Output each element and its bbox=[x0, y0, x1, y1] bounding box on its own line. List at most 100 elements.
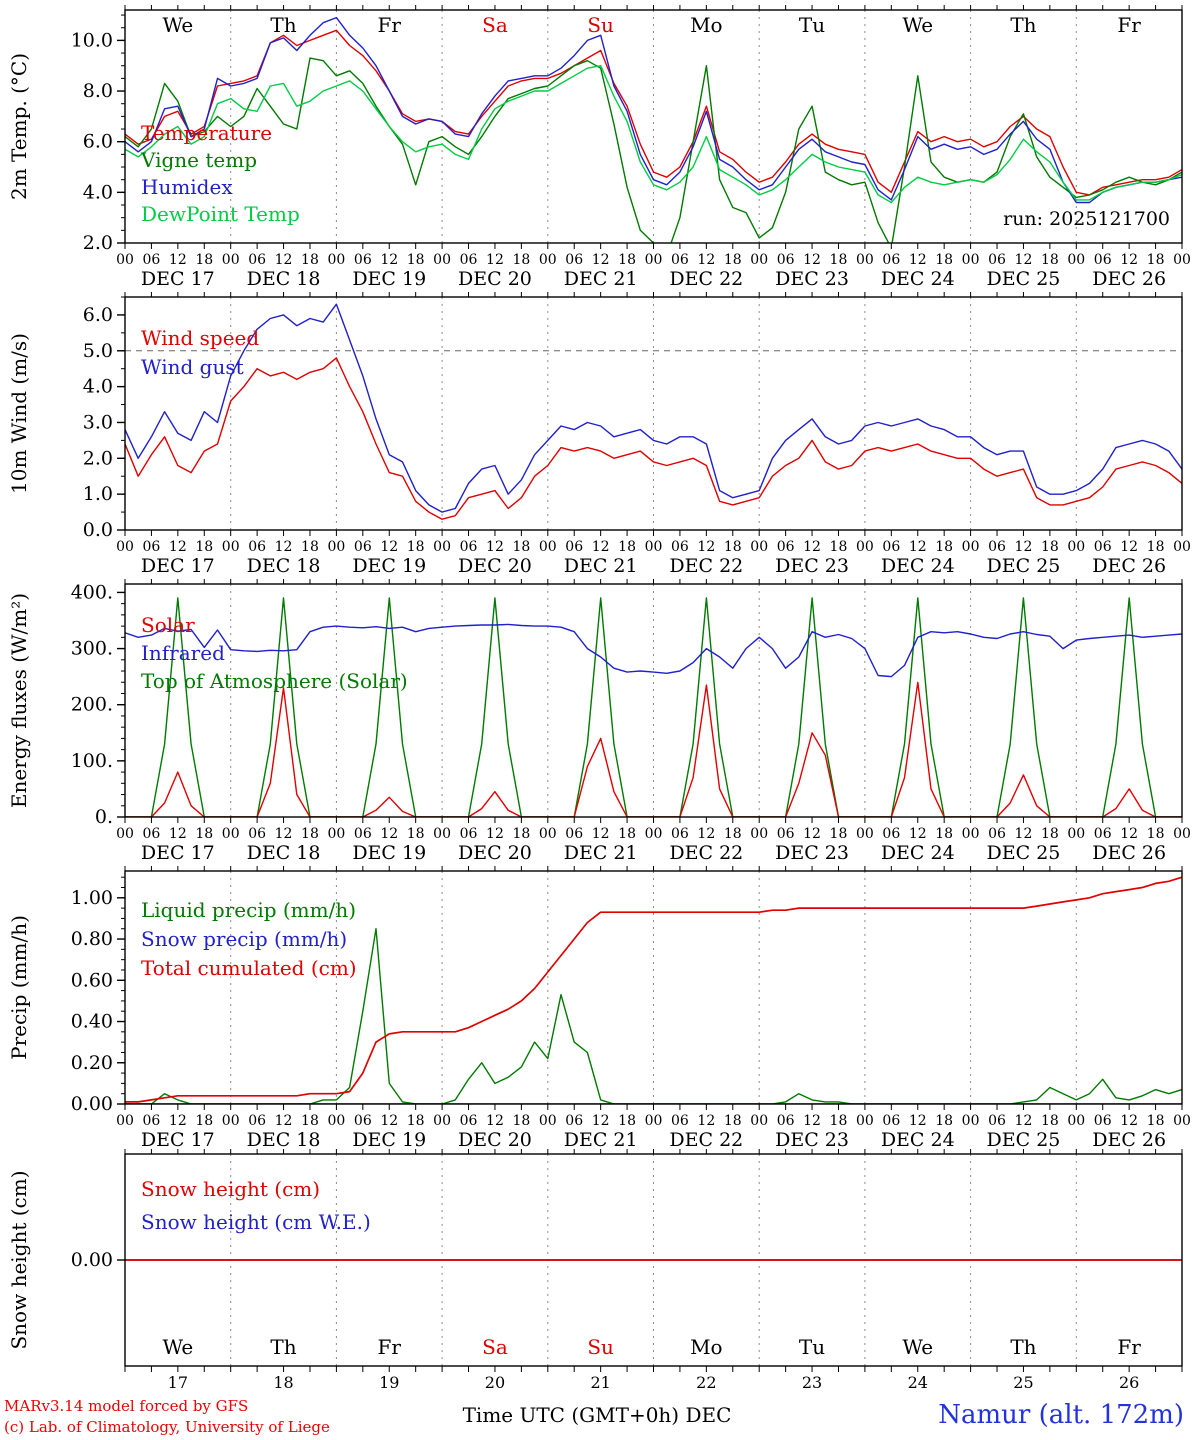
svg-text:18: 18 bbox=[935, 1113, 953, 1129]
svg-text:Wind gust: Wind gust bbox=[141, 355, 244, 379]
svg-text:DEC 19: DEC 19 bbox=[352, 555, 426, 574]
svg-text:18: 18 bbox=[1147, 826, 1165, 842]
svg-text:0.0: 0.0 bbox=[83, 519, 113, 541]
svg-text:DEC 20: DEC 20 bbox=[458, 555, 532, 574]
svg-text:We: We bbox=[162, 13, 193, 37]
svg-text:06: 06 bbox=[565, 1113, 583, 1129]
svg-text:06: 06 bbox=[565, 826, 583, 842]
svg-text:12: 12 bbox=[697, 539, 715, 555]
svg-text:DEC 17: DEC 17 bbox=[141, 842, 215, 861]
svg-text:00: 00 bbox=[1173, 1113, 1191, 1129]
svg-text:06: 06 bbox=[460, 539, 478, 555]
svg-text:00: 00 bbox=[750, 539, 768, 555]
svg-text:18: 18 bbox=[1041, 252, 1059, 268]
svg-text:24: 24 bbox=[908, 1373, 928, 1392]
svg-text:12: 12 bbox=[592, 826, 610, 842]
svg-text:00: 00 bbox=[962, 826, 980, 842]
svg-text:00: 00 bbox=[962, 1113, 980, 1129]
svg-text:Top of Atmosphere (Solar): Top of Atmosphere (Solar) bbox=[141, 669, 408, 693]
svg-text:Tu: Tu bbox=[799, 13, 825, 37]
svg-text:06: 06 bbox=[143, 1113, 161, 1129]
svg-text:06: 06 bbox=[460, 252, 478, 268]
svg-text:00: 00 bbox=[645, 252, 663, 268]
svg-text:00: 00 bbox=[539, 1113, 557, 1129]
svg-text:DEC 17: DEC 17 bbox=[141, 268, 215, 287]
svg-text:We: We bbox=[902, 1335, 933, 1359]
svg-text:DEC 22: DEC 22 bbox=[669, 1129, 743, 1148]
svg-text:00: 00 bbox=[750, 1113, 768, 1129]
svg-text:Th: Th bbox=[1010, 13, 1036, 37]
svg-text:12: 12 bbox=[697, 252, 715, 268]
panel-precip: 0.00 0.20 0.40 0.60 0.80 1.00 00 06 12 18 00 06 12 18… bbox=[7, 866, 1191, 1148]
meteogram-chart: 2.0 4.0 6.0 8.0 10.0 00 06 12 18 00 06 12 18 00 06 12 18… bbox=[7, 5, 1191, 1392]
credits: MARv3.14 model forced by GFS (c) Lab. of… bbox=[4, 1396, 330, 1438]
svg-text:00: 00 bbox=[1067, 1113, 1085, 1129]
svg-text:12: 12 bbox=[1015, 539, 1033, 555]
svg-text:DEC 24: DEC 24 bbox=[881, 555, 955, 574]
svg-text:18: 18 bbox=[512, 1113, 530, 1129]
panel-snow-height: 0.00 17 18 19 20 21 22 23 24 25 26 We Th Fr Sa Su Mo Tu We… bbox=[7, 1149, 1183, 1392]
svg-text:12: 12 bbox=[1015, 252, 1033, 268]
svg-text:18: 18 bbox=[512, 539, 530, 555]
svg-text:18: 18 bbox=[724, 1113, 742, 1129]
svg-text:06: 06 bbox=[460, 826, 478, 842]
svg-text:18: 18 bbox=[301, 826, 319, 842]
svg-text:12: 12 bbox=[380, 539, 398, 555]
svg-text:06: 06 bbox=[988, 252, 1006, 268]
svg-text:18: 18 bbox=[935, 252, 953, 268]
svg-text:06: 06 bbox=[988, 539, 1006, 555]
svg-text:Su: Su bbox=[587, 1335, 614, 1359]
svg-text:18: 18 bbox=[195, 826, 213, 842]
svg-text:12: 12 bbox=[909, 1113, 927, 1129]
svg-text:18: 18 bbox=[724, 826, 742, 842]
svg-text:Humidex: Humidex bbox=[141, 175, 233, 199]
svg-text:18: 18 bbox=[830, 539, 848, 555]
svg-text:DEC 24: DEC 24 bbox=[881, 842, 955, 861]
svg-text:Mo: Mo bbox=[690, 1335, 723, 1359]
svg-text:18: 18 bbox=[1147, 252, 1165, 268]
svg-text:5.0: 5.0 bbox=[83, 340, 113, 362]
svg-text:06: 06 bbox=[671, 539, 689, 555]
svg-text:18: 18 bbox=[935, 539, 953, 555]
svg-text:0.00: 0.00 bbox=[71, 1093, 113, 1115]
svg-text:00: 00 bbox=[222, 252, 240, 268]
svg-text:Su: Su bbox=[587, 13, 614, 37]
svg-text:18: 18 bbox=[618, 252, 636, 268]
svg-text:DEC 25: DEC 25 bbox=[987, 555, 1061, 574]
svg-text:19: 19 bbox=[379, 1373, 399, 1392]
svg-text:12: 12 bbox=[697, 1113, 715, 1129]
svg-text:DEC 18: DEC 18 bbox=[247, 842, 321, 861]
svg-text:18: 18 bbox=[830, 252, 848, 268]
svg-text:18: 18 bbox=[830, 1113, 848, 1129]
svg-text:00: 00 bbox=[327, 252, 345, 268]
svg-text:DEC 23: DEC 23 bbox=[775, 842, 849, 861]
svg-text:06: 06 bbox=[882, 1113, 900, 1129]
svg-text:18: 18 bbox=[195, 252, 213, 268]
svg-text:00: 00 bbox=[1173, 826, 1191, 842]
svg-text:We: We bbox=[162, 1335, 193, 1359]
svg-text:12: 12 bbox=[169, 1113, 187, 1129]
svg-text:18: 18 bbox=[1147, 539, 1165, 555]
svg-text:18: 18 bbox=[407, 1113, 425, 1129]
svg-text:06: 06 bbox=[354, 1113, 372, 1129]
svg-text:00: 00 bbox=[1173, 539, 1191, 555]
svg-text:06: 06 bbox=[354, 252, 372, 268]
svg-text:Sa: Sa bbox=[482, 1335, 508, 1359]
svg-text:00: 00 bbox=[222, 826, 240, 842]
svg-text:00: 00 bbox=[856, 539, 874, 555]
svg-text:Temperature: Temperature bbox=[141, 121, 272, 145]
svg-text:18: 18 bbox=[1041, 826, 1059, 842]
svg-text:12: 12 bbox=[169, 826, 187, 842]
svg-text:12: 12 bbox=[1015, 826, 1033, 842]
svg-text:12: 12 bbox=[380, 826, 398, 842]
svg-text:DEC 19: DEC 19 bbox=[352, 842, 426, 861]
svg-text:12: 12 bbox=[592, 1113, 610, 1129]
svg-text:06: 06 bbox=[1094, 1113, 1112, 1129]
svg-text:00: 00 bbox=[433, 252, 451, 268]
svg-text:We: We bbox=[902, 13, 933, 37]
svg-text:18: 18 bbox=[618, 1113, 636, 1129]
svg-text:26: 26 bbox=[1119, 1373, 1139, 1392]
svg-text:12: 12 bbox=[275, 252, 293, 268]
svg-text:06: 06 bbox=[882, 539, 900, 555]
svg-text:3.0: 3.0 bbox=[83, 411, 113, 433]
